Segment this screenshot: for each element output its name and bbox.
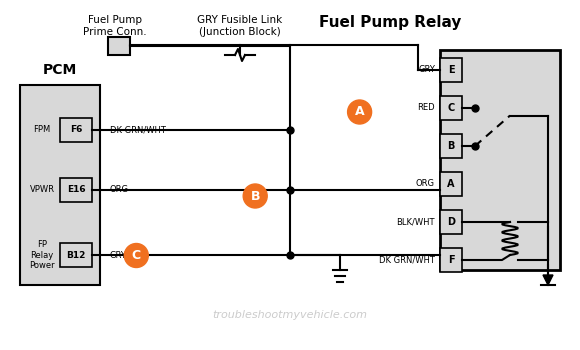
- Text: GRY: GRY: [110, 251, 127, 259]
- Text: troubleshootmyvehicle.com: troubleshootmyvehicle.com: [212, 310, 368, 320]
- Text: GRY: GRY: [418, 65, 435, 75]
- Text: ORG: ORG: [110, 186, 129, 195]
- Text: A: A: [447, 179, 455, 189]
- Text: GRY Fusible Link
(Junction Block): GRY Fusible Link (Junction Block): [197, 15, 282, 37]
- Circle shape: [124, 244, 148, 267]
- Text: A: A: [355, 105, 364, 119]
- Bar: [20, 85, 100, 285]
- Text: Fuel Pump Relay: Fuel Pump Relay: [319, 15, 461, 30]
- Text: B: B: [251, 189, 260, 203]
- Polygon shape: [543, 275, 553, 285]
- Circle shape: [243, 184, 267, 208]
- Text: B: B: [447, 141, 455, 151]
- Text: D: D: [447, 217, 455, 227]
- Bar: [440, 172, 462, 196]
- Text: FP
Relay
Power: FP Relay Power: [29, 240, 55, 270]
- Text: E: E: [448, 65, 454, 75]
- Text: DK GRN/WHT: DK GRN/WHT: [379, 256, 435, 265]
- Text: C: C: [132, 249, 141, 262]
- Bar: [108, 37, 130, 55]
- Text: DK GRN/WHT: DK GRN/WHT: [110, 126, 166, 134]
- Bar: [440, 134, 462, 158]
- Text: B12: B12: [66, 251, 86, 259]
- Bar: [440, 210, 462, 234]
- Bar: [440, 58, 462, 82]
- Text: BLK/WHT: BLK/WHT: [397, 217, 435, 226]
- Text: E16: E16: [67, 186, 85, 195]
- Bar: [60, 118, 92, 142]
- Text: ORG: ORG: [416, 180, 435, 189]
- Bar: [60, 178, 92, 202]
- Bar: [440, 248, 462, 272]
- Text: RED: RED: [418, 104, 435, 112]
- Circle shape: [347, 100, 372, 124]
- Text: C: C: [447, 103, 455, 113]
- Bar: [60, 243, 92, 267]
- Text: PCM: PCM: [43, 63, 77, 77]
- Text: F6: F6: [70, 126, 82, 134]
- Text: Fuel Pump
Prime Conn.: Fuel Pump Prime Conn.: [83, 15, 147, 37]
- Text: VPWR: VPWR: [30, 186, 55, 195]
- Text: F: F: [448, 255, 454, 265]
- Bar: [440, 96, 462, 120]
- Bar: [440, 50, 560, 270]
- Text: FPM: FPM: [34, 126, 50, 134]
